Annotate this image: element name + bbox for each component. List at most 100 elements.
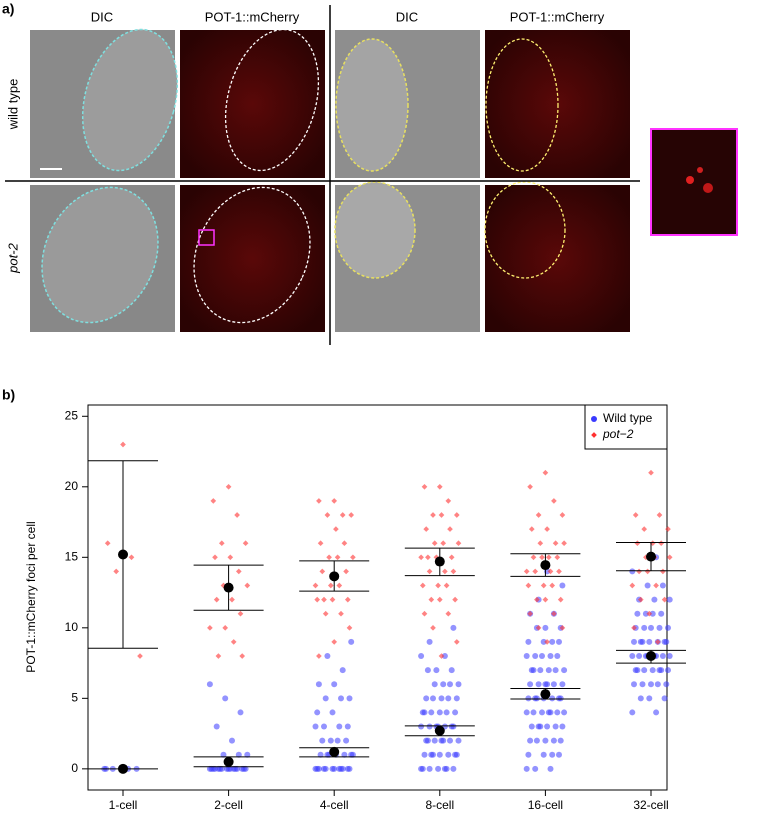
panel-label: b) <box>2 387 15 403</box>
point <box>660 568 666 575</box>
point <box>649 667 656 674</box>
point <box>426 568 433 575</box>
point <box>426 723 433 730</box>
point <box>559 582 566 589</box>
point <box>561 667 568 674</box>
point <box>316 498 322 504</box>
point <box>658 610 665 617</box>
point <box>535 624 542 631</box>
point <box>450 723 457 730</box>
point <box>120 441 126 448</box>
point <box>636 568 642 575</box>
point <box>527 681 534 688</box>
point <box>557 737 564 744</box>
point <box>658 540 665 547</box>
point <box>649 610 656 617</box>
point <box>642 610 649 617</box>
point <box>658 667 665 674</box>
point <box>648 624 654 631</box>
point <box>220 751 227 758</box>
y-tick-label: 20 <box>65 479 79 493</box>
point <box>554 709 561 716</box>
point <box>331 765 338 772</box>
point <box>629 568 636 575</box>
point <box>547 568 554 575</box>
point <box>552 667 559 674</box>
point <box>137 653 143 659</box>
point <box>525 638 532 645</box>
x-tick-label: 4-cell <box>320 798 349 812</box>
point <box>527 483 533 490</box>
point <box>551 610 557 617</box>
point <box>237 709 244 716</box>
point <box>104 540 111 547</box>
point <box>559 512 566 518</box>
point <box>665 624 671 631</box>
point <box>418 554 424 561</box>
point <box>319 568 326 575</box>
point <box>634 540 641 547</box>
point <box>336 723 343 730</box>
x-tick-label: 16-cell <box>528 798 563 812</box>
point <box>442 568 448 575</box>
point <box>523 765 530 772</box>
point <box>210 498 217 504</box>
point <box>336 582 343 589</box>
legend-label: pot−2 <box>602 427 634 441</box>
point <box>556 638 562 645</box>
point <box>549 582 556 589</box>
point <box>542 624 549 631</box>
point <box>540 751 547 758</box>
point <box>653 709 660 716</box>
point <box>436 751 443 758</box>
point <box>418 723 425 730</box>
point <box>331 498 338 504</box>
point <box>445 498 452 504</box>
point <box>537 540 544 547</box>
point <box>549 638 556 645</box>
point <box>426 765 433 772</box>
point <box>525 751 532 758</box>
point <box>544 526 550 532</box>
mean <box>329 746 340 757</box>
point <box>554 554 561 561</box>
point <box>528 526 535 532</box>
point <box>344 723 351 730</box>
point <box>530 667 537 674</box>
point <box>322 610 329 617</box>
legend-marker <box>591 432 597 438</box>
point <box>535 512 542 518</box>
y-tick-label: 5 <box>71 691 78 705</box>
point <box>430 512 436 518</box>
point <box>544 639 550 645</box>
point <box>639 638 646 645</box>
legend-label: Wild type <box>603 411 653 425</box>
point <box>324 512 331 518</box>
point <box>350 554 356 561</box>
mean <box>646 651 656 662</box>
point <box>435 765 442 772</box>
point <box>550 737 557 744</box>
point <box>315 681 322 688</box>
point <box>654 639 661 645</box>
point <box>646 610 653 617</box>
mean <box>223 756 234 767</box>
point <box>331 639 338 645</box>
point <box>523 709 530 716</box>
point <box>665 667 671 674</box>
point <box>641 667 648 674</box>
point <box>438 695 445 702</box>
point <box>338 610 344 617</box>
mean <box>434 725 445 736</box>
point <box>540 582 547 589</box>
point <box>527 610 533 617</box>
point <box>322 695 329 702</box>
point <box>312 582 319 589</box>
y-axis-title: POT-1::mCherry foci per cell <box>24 521 38 672</box>
point <box>441 653 448 660</box>
point <box>339 667 346 674</box>
point <box>418 653 425 660</box>
point <box>229 596 235 603</box>
point <box>113 568 120 575</box>
point <box>450 765 457 772</box>
